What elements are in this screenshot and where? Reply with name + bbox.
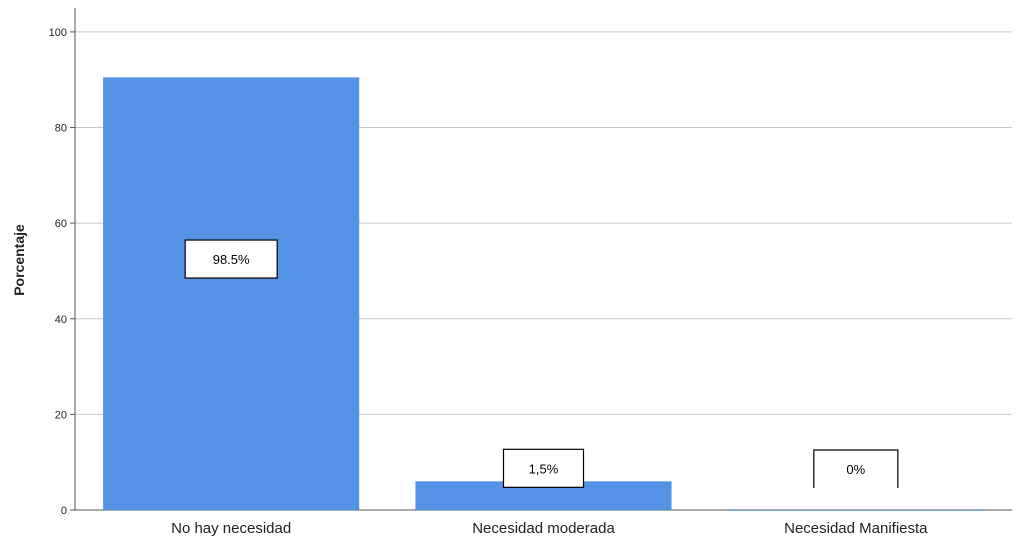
data-label-box (184, 239, 278, 279)
y-tick-label: 80 (55, 123, 67, 135)
data-label: 1,5% (529, 461, 559, 476)
x-category-label: Necesidad moderada (472, 520, 615, 537)
bar (727, 510, 984, 511)
x-category-label: No hay necesidad (171, 520, 291, 537)
bars (103, 77, 984, 511)
x-category-label: Necesidad Manifiesta (784, 520, 928, 537)
y-tick-label: 60 (55, 218, 67, 230)
bar (103, 77, 360, 511)
data-label: 98.5% (213, 252, 250, 267)
y-tick-label: 20 (55, 409, 67, 421)
data-label-box (502, 448, 585, 488)
y-axis-title: Porcentaje (11, 224, 27, 296)
data-labels: 98.5% 1,5% 0% (184, 239, 899, 488)
x-axis-categories: No hay necesidad Necesidad moderada Necesi… (171, 520, 928, 537)
data-label-box (813, 449, 899, 488)
data-label: 0% (846, 462, 865, 477)
y-tick-label: 40 (55, 314, 67, 326)
y-tick-label: 100 (49, 27, 67, 39)
y-tick-label: 0 (61, 505, 67, 517)
y-axis-ticks: 0 20 40 60 80 100 (49, 27, 75, 517)
